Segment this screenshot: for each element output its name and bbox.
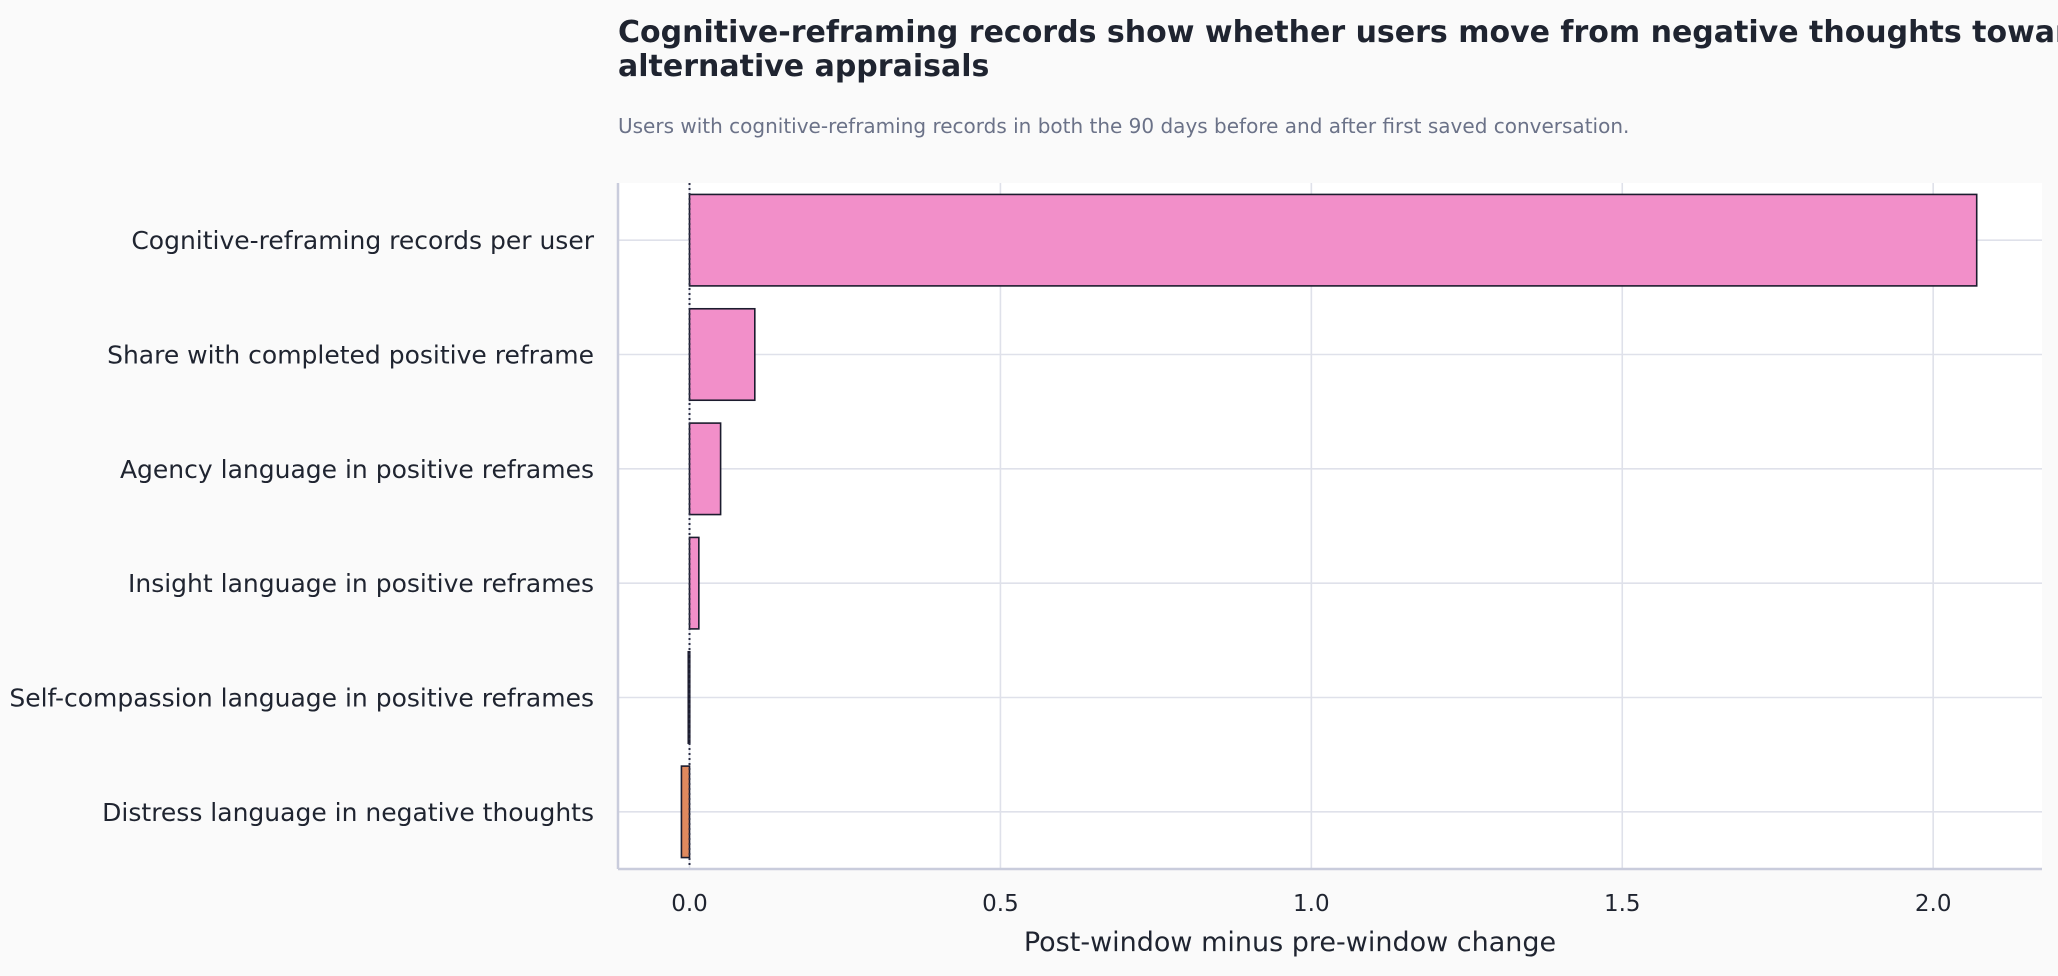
x-axis-title: Post-window minus pre-window change — [1024, 927, 1556, 958]
category-label: Cognitive-reframing records per user — [131, 226, 594, 255]
x-tick-label: 2.0 — [1915, 891, 1952, 917]
x-tick-label: 0.0 — [671, 891, 708, 917]
chart-title-line-1: Cognitive-reframing records show whether… — [618, 15, 2058, 50]
category-label: Distress language in negative thoughts — [102, 798, 594, 827]
bar — [688, 422, 722, 516]
bar — [688, 536, 700, 630]
x-tick-label: 0.5 — [982, 891, 1019, 917]
category-label: Agency language in positive reframes — [120, 455, 594, 484]
axes — [616, 183, 2042, 871]
gridlines — [618, 183, 2042, 869]
chart-title-line-2: alternative appraisals — [618, 49, 989, 84]
x-tick-labels: 0.0 0.5 1.0 1.5 2.0 — [671, 891, 1951, 917]
x-tick-label: 1.0 — [1293, 891, 1330, 917]
chart-subtitle: Users with cognitive-reframing records i… — [618, 114, 1629, 138]
bar — [688, 193, 1978, 287]
x-tick-label: 1.5 — [1604, 891, 1641, 917]
bar — [680, 765, 691, 859]
bars — [680, 193, 1978, 859]
category-label: Share with completed positive reframe — [107, 341, 594, 370]
bar — [688, 307, 756, 402]
category-labels: Cognitive-reframing records per user Shar… — [9, 226, 594, 827]
category-label: Insight language in positive reframes — [128, 569, 594, 598]
category-label: Self-compassion language in positive ref… — [9, 684, 594, 713]
plot-area — [618, 183, 2042, 869]
